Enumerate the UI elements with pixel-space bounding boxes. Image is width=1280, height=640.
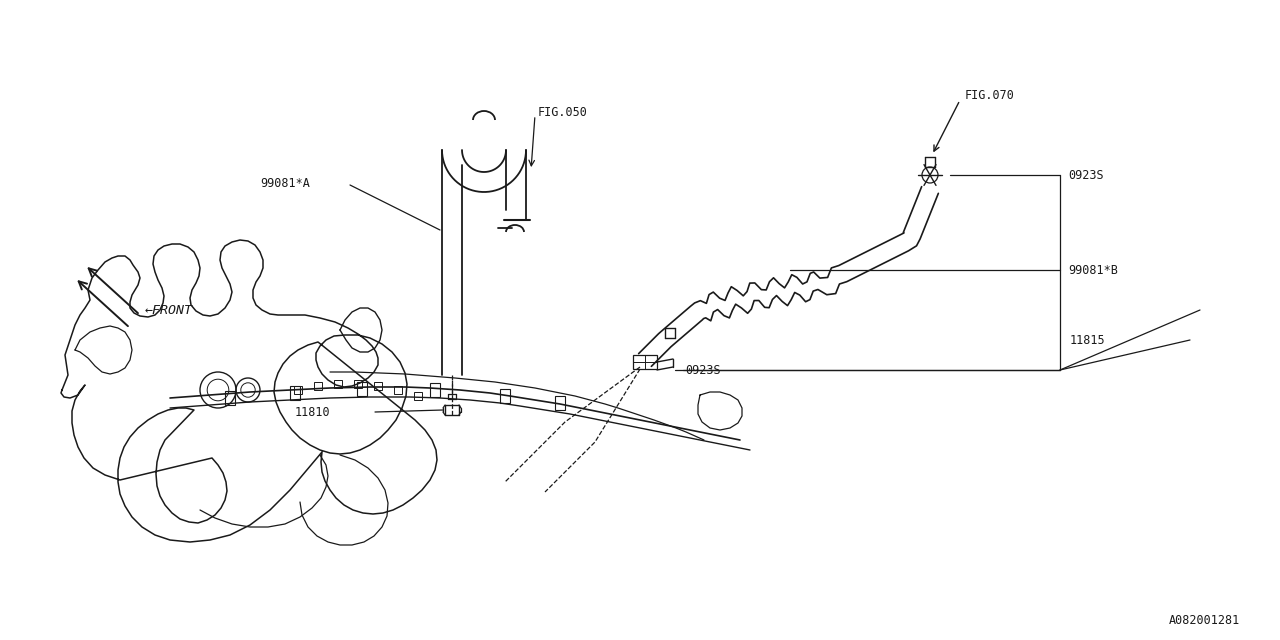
Text: 99081*B: 99081*B [1068,264,1117,276]
Text: FIG.050: FIG.050 [538,106,588,118]
Bar [314,382,323,390]
Bar [357,382,367,396]
Text: 11815: 11815 [1070,333,1106,346]
Text: 11810: 11810 [294,406,330,419]
Bar [430,383,440,397]
Bar [374,382,381,390]
Bar [225,391,236,405]
Bar [500,389,509,403]
Text: 99081*A: 99081*A [260,177,310,189]
Text: FIG.070: FIG.070 [965,88,1015,102]
Text: 0923S: 0923S [685,364,721,376]
Bar [334,380,342,388]
Text: ←FRONT: ←FRONT [145,303,193,317]
Bar [394,386,402,394]
Bar [294,386,302,394]
Text: 0923S: 0923S [1068,168,1103,182]
Text: A082001281: A082001281 [1169,614,1240,627]
Bar [355,380,362,388]
Bar [634,355,657,369]
Bar [291,386,300,400]
Bar [556,396,564,410]
Bar [413,392,422,400]
